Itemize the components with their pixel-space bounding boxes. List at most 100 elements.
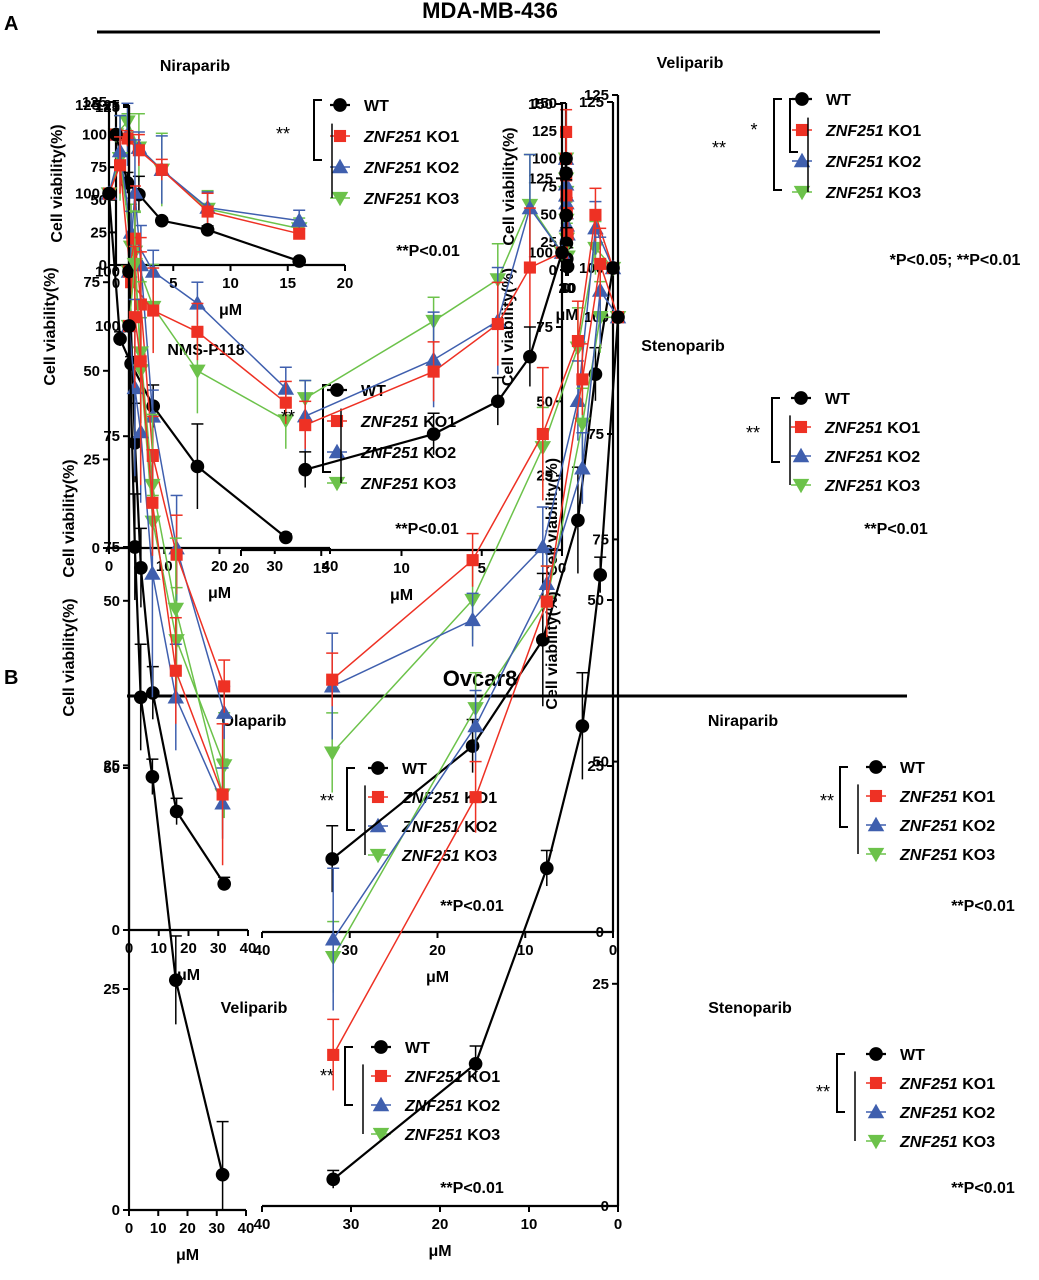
chart-8-y-tick-label: 0 (601, 1198, 609, 1215)
chart-7-y-axis-title: Cell viability(%) (61, 598, 78, 716)
chart-8-legend-label-wt: WT (900, 1047, 925, 1064)
chart-5-y-tick-label: 50 (103, 593, 120, 610)
chart-8-legend-marker-ko3 (867, 1134, 885, 1150)
chart-1-legend-marker-ko2 (331, 158, 349, 174)
chart-6-series-line-ko1 (331, 214, 614, 681)
chart-6-data-point-ko3 (323, 746, 341, 761)
chart-8-x-tick-label: 20 (432, 1216, 449, 1233)
chart-3-legend-marker-ko1 (330, 414, 344, 428)
chart-3-legend-marker-ko2 (328, 443, 346, 459)
chart-8-data-point-ko1 (327, 1048, 340, 1061)
chart-1-y-tick-label: 100 (82, 127, 107, 144)
chart-4-x-tick-label: 0 (558, 560, 566, 577)
chart-3-legend-label-ko1: ZNF251 KO1 (360, 414, 456, 431)
chart-6-legend-gene-name: ZNF251 (899, 818, 958, 835)
chart-7-significance-marker: ** (320, 1066, 334, 1086)
chart-2-pvalue-text: *P<0.05; **P<0.01 (890, 252, 1021, 269)
chart-5-x-tick-label: 20 (180, 940, 197, 957)
chart-2-y-tick-label: 50 (540, 206, 557, 223)
chart-8-data-point-wt (326, 1172, 341, 1187)
chart-6-x-tick-label: 10 (517, 942, 534, 959)
chart-2-significance-bracket (789, 98, 798, 153)
chart-7-legend-group-suffix: KO2 (463, 1098, 500, 1115)
chart-4-legend-gene-name: ZNF251 (824, 420, 883, 437)
chart-3-data-point-ko1 (279, 396, 292, 409)
chart-6-data-point-ko1 (536, 427, 549, 441)
chart-6-data-point-ko1 (589, 208, 602, 221)
chart-3-series-ko1 (102, 136, 292, 424)
chart-3-legend-group-suffix: KO1 (419, 414, 456, 431)
chart-2-data-point-wt (560, 259, 575, 274)
chart-8-x-tick-label: 0 (614, 1216, 622, 1233)
chart-8-y-tick-label: 25 (592, 976, 609, 993)
chart-8-group: Stenoparib0255075100125010203040μMCell v… (254, 87, 1015, 1260)
chart-6-data-point-wt (571, 513, 585, 528)
chart-6-x-tick-label: 20 (429, 942, 446, 959)
chart-3-y-tick-label: 75 (83, 274, 100, 291)
chart-4-data-point-wt (490, 394, 505, 409)
chart-8-legend-group-suffix: KO3 (958, 1134, 995, 1151)
chart-8-legend-group-suffix: KO1 (958, 1076, 995, 1093)
chart-4-y-tick-label: 50 (536, 393, 553, 410)
chart-2-legend-label-ko3: ZNF251 KO3 (825, 185, 921, 202)
chart-3-x-axis-title: μM (208, 585, 231, 602)
chart-2-group: Veliparib0255075100125150010203040μMCell… (501, 55, 1020, 324)
chart-3-data-point-wt (190, 459, 205, 474)
chart-4-legend-gene-name: ZNF251 (824, 449, 883, 466)
group-title-mda-mb-436: MDA-MB-436 (422, 0, 558, 23)
chart-4-legend-marker-ko2 (792, 447, 810, 463)
chart-6-series-line-ko2 (331, 225, 614, 687)
chart-1-legend-gene-name: ZNF251 (363, 160, 422, 177)
chart-7-legend-marker-ko3 (372, 1127, 390, 1143)
chart-7-data-point-wt (133, 690, 148, 705)
chart-3-significance-marker: ** (281, 407, 295, 427)
panel-letter-a: A (4, 13, 18, 35)
chart-6-legend-marker-ko3 (867, 847, 885, 863)
chart-5-data-point-ko1 (218, 680, 231, 693)
panel-letter-b: B (4, 667, 18, 689)
chart-2-significance-bracket (773, 98, 782, 191)
chart-5-title: Olaparib (222, 713, 287, 730)
chart-8-legend-label-ko3: ZNF251 KO3 (899, 1134, 995, 1151)
chart-7-legend-group-suffix: KO3 (463, 1127, 500, 1144)
chart-7-series-wt (122, 319, 230, 1210)
chart-2-title: Veliparib (657, 55, 724, 72)
chart-3-data-point-wt (113, 332, 127, 346)
chart-3-legend-gene-name: ZNF251 (360, 476, 419, 493)
chart-6-y-tick-label: 75 (587, 426, 604, 443)
chart-2-x-axis-title: μM (555, 307, 578, 324)
chart-7-x-tick-label: 20 (179, 1220, 196, 1237)
chart-6-pvalue-text: **P<0.01 (951, 898, 1015, 915)
chart-5-significance-bracket (346, 767, 355, 831)
chart-5-y-tick-label: 125 (95, 99, 120, 116)
chart-5-x-tick-label: 10 (150, 940, 167, 957)
chart-1-data-point-wt (200, 222, 215, 237)
group-title-ovcar8: Ovcar8 (443, 666, 518, 691)
chart-1-legend-marker-ko1 (333, 129, 347, 143)
chart-7-data-point-wt (168, 973, 183, 987)
chart-4-data-point-wt (555, 245, 569, 260)
chart-1-legend-gene-name: ZNF251 (363, 191, 422, 208)
chart-7-series-line-ko3 (128, 264, 224, 795)
chart-4-legend-group-suffix: KO1 (883, 420, 920, 437)
chart-6-legend-gene-name: ZNF251 (899, 847, 958, 864)
chart-5-y-tick-label: 75 (103, 428, 120, 445)
chart-6-x-tick-label: 30 (341, 942, 358, 959)
chart-8-legend-marker-ko1 (869, 1076, 883, 1090)
chart-5-legend-label-ko2: ZNF251 KO2 (401, 819, 497, 836)
chart-8-y-tick-label: 125 (584, 87, 609, 104)
chart-5-y-tick-label: 0 (112, 922, 120, 939)
chart-4-y-tick-label: 25 (536, 468, 553, 485)
chart-7-y-tick-label: 50 (103, 760, 120, 777)
chart-3-legend-gene-name: ZNF251 (360, 414, 419, 431)
chart-8-y-axis-title: Cell viability(%) (544, 591, 561, 709)
chart-8-legend-marker-wt (869, 1047, 883, 1061)
chart-4-series-wt (298, 245, 569, 488)
chart-4-legend-label-ko2: ZNF251 KO2 (824, 449, 920, 466)
chart-7-x-axis-title: μM (176, 1247, 199, 1264)
chart-5-data-point-ko1 (170, 548, 183, 561)
chart-3-x-tick-label: 0 (105, 558, 113, 575)
chart-6-legend-marker-wt (869, 760, 883, 774)
chart-5-series-line-wt (127, 271, 226, 885)
chart-1-data-point-ko2 (290, 212, 308, 227)
